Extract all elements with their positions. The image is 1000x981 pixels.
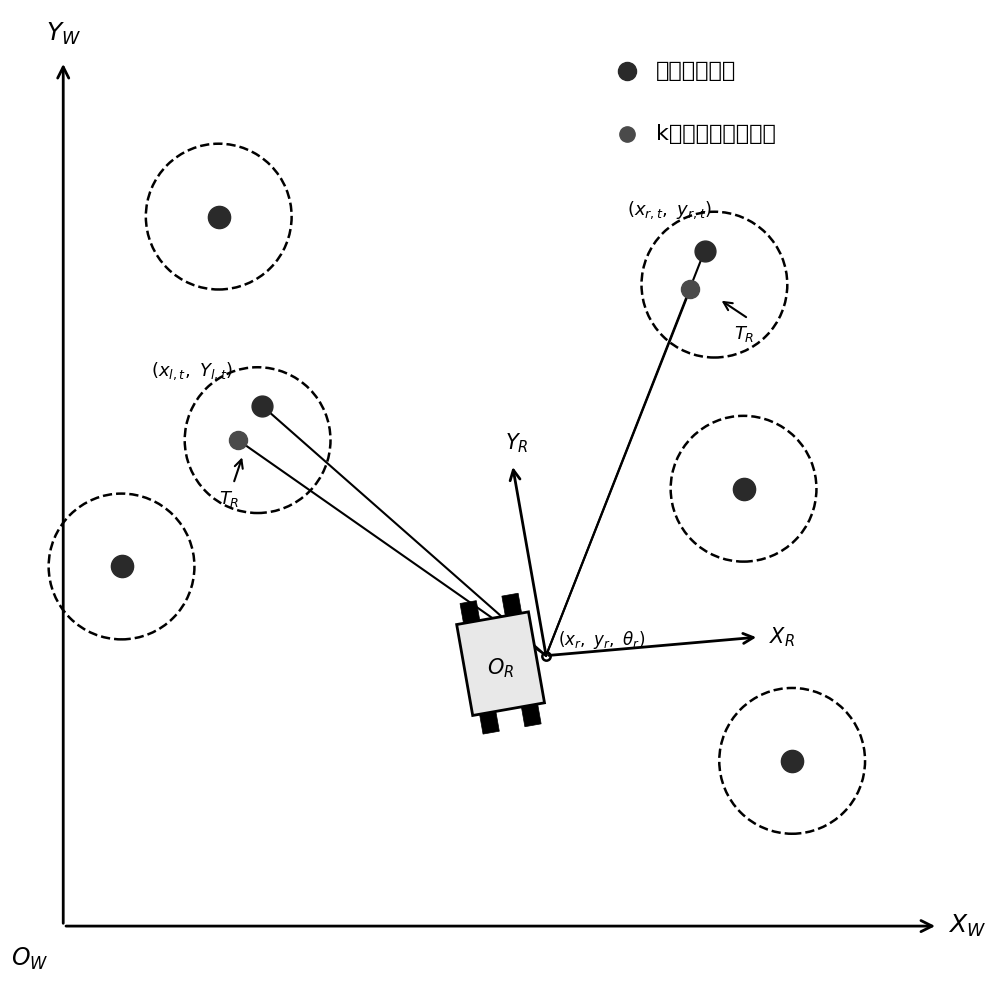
- Text: 地图中的树干: 地图中的树干: [656, 61, 736, 80]
- Bar: [457, 612, 544, 715]
- Text: $O_R$: $O_R$: [487, 656, 514, 681]
- Text: k时刻检测到的树干: k时刻检测到的树干: [656, 124, 776, 144]
- Bar: [476, 691, 499, 734]
- Bar: [518, 683, 541, 727]
- Text: $X_W$: $X_W$: [948, 913, 986, 939]
- Bar: [502, 594, 525, 637]
- Text: $O_W$: $O_W$: [11, 946, 49, 972]
- Text: $Y_W$: $Y_W$: [46, 21, 81, 46]
- Bar: [460, 600, 484, 645]
- Text: $(x_r,\ y_r,\ \theta_r)$: $(x_r,\ y_r,\ \theta_r)$: [558, 629, 645, 650]
- Text: $(x_{r,t},\ y_{r,t})$: $(x_{r,t},\ y_{r,t})$: [627, 200, 712, 222]
- Text: $Y_R$: $Y_R$: [505, 431, 529, 454]
- Text: $T_R$: $T_R$: [219, 489, 239, 509]
- Text: $X_R$: $X_R$: [769, 625, 795, 648]
- Text: $T_R$: $T_R$: [734, 324, 754, 343]
- Text: $(x_{l,t},\ Y_{l,t})$: $(x_{l,t},\ Y_{l,t})$: [151, 360, 233, 382]
